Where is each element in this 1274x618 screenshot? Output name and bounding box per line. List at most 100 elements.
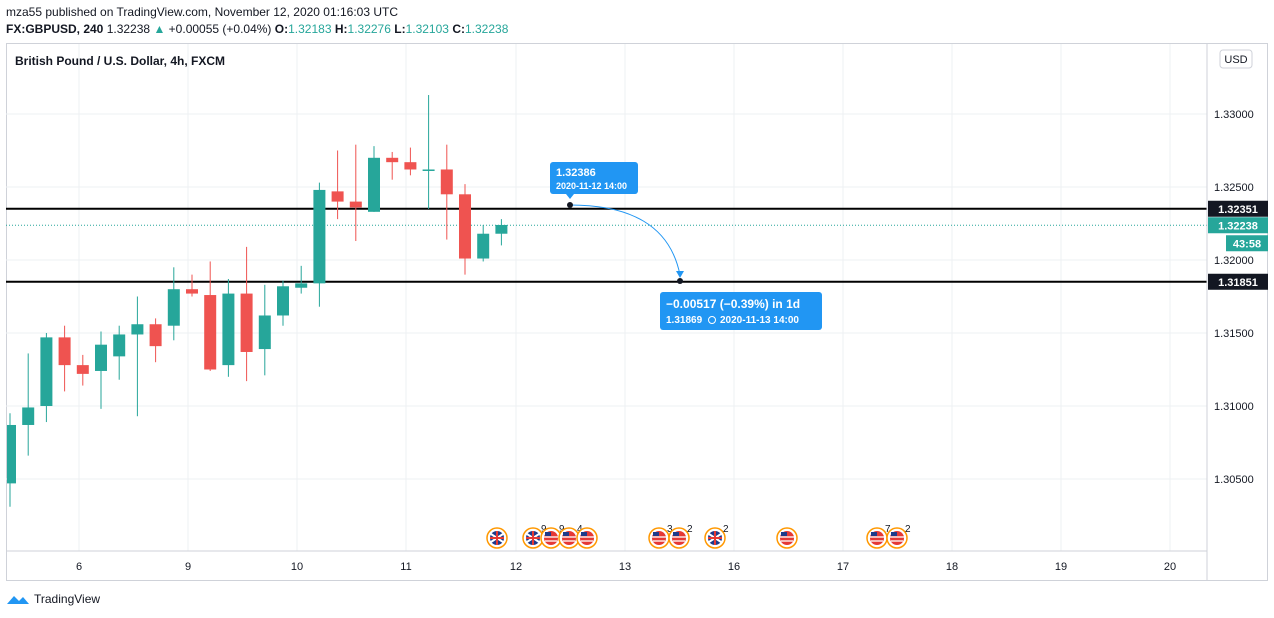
level-price-tag: [1208, 200, 1268, 217]
candle-body: [331, 191, 344, 202]
candle: [295, 265, 308, 294]
candle-body: [422, 169, 435, 171]
candle: [204, 261, 217, 371]
footer-brand-label: TradingView: [34, 592, 101, 606]
candle: [495, 219, 508, 246]
grid-lines: [6, 44, 1207, 551]
flag-canton: [545, 532, 551, 536]
last-price-tag: [1208, 217, 1268, 234]
x-tick-label: 13: [619, 561, 631, 573]
x-tick-label: 10: [291, 561, 303, 573]
event-count: 4: [577, 524, 583, 535]
event-marker: [486, 527, 508, 549]
candle-body: [404, 162, 417, 170]
up-arrow-icon: ▲: [153, 22, 166, 36]
candle: [368, 146, 380, 212]
end-change-label: −0.00517 (−0.39%) in 1d: [666, 297, 800, 311]
flag-canton: [673, 532, 679, 536]
candle-body: [440, 169, 453, 195]
horizontal-levels: [6, 207, 1207, 283]
chart-title: British Pound / U.S. Dollar, 4h, FXCM: [15, 54, 225, 68]
x-tick-label: 6: [76, 561, 82, 573]
candle: [7, 413, 16, 507]
candle: [258, 284, 271, 376]
candle: [404, 147, 417, 176]
candle-body: [131, 324, 144, 335]
candle-body: [459, 194, 471, 259]
end-time-label: 2020-11-13 14:00: [720, 315, 799, 326]
candles: [7, 95, 508, 507]
candle-body: [149, 324, 162, 347]
flag-canton: [653, 532, 659, 536]
open-label: O:: [274, 22, 289, 36]
countdown-label: 43:58: [1233, 238, 1261, 250]
event-marker: 2: [668, 524, 693, 549]
flag-canton: [563, 532, 569, 536]
event-count: 2: [687, 524, 693, 535]
candle: [422, 95, 435, 209]
symbol-label: FX:GBPUSD, 240: [6, 22, 104, 36]
event-count: 9: [559, 524, 565, 535]
event-count: 3: [667, 524, 673, 535]
candle-body: [222, 293, 235, 366]
price-change: +0.00055 (+0.04%): [168, 22, 272, 36]
x-tick-label: 12: [510, 561, 522, 573]
x-tick-label: 11: [400, 561, 411, 573]
y-tick-label: 1.33000: [1214, 109, 1254, 121]
candle: [222, 278, 235, 377]
start-time-label: 2020-11-12 14:00: [556, 181, 627, 191]
level-price-tag: [1208, 273, 1268, 290]
flag-canton: [781, 532, 787, 536]
candle: [186, 274, 198, 297]
time-axis: 6 9 10 11 12 13 16 17 18 19 20: [76, 561, 1176, 573]
currency-badge[interactable]: USD: [1219, 49, 1253, 69]
last-price: 1.32238: [106, 22, 151, 36]
candle: [459, 184, 471, 275]
candle-body: [477, 233, 490, 259]
arrow-head-icon: [676, 271, 684, 278]
event-marker: 2: [886, 524, 911, 549]
candle-body: [22, 407, 35, 425]
open-value: 1.32183: [288, 22, 332, 36]
y-tick-label: 1.31500: [1214, 328, 1254, 340]
event-count: 7: [885, 524, 891, 535]
level-price-label: 1.31851: [1218, 277, 1258, 289]
y-tick-label: 1.31000: [1214, 401, 1254, 413]
event-count: 2: [723, 524, 729, 535]
x-tick-label: 20: [1164, 561, 1176, 573]
level-price-label: 1.32351: [1218, 204, 1258, 216]
tradingview-logo-icon: [7, 596, 29, 604]
candle: [477, 224, 490, 262]
event-marker: 9: [522, 524, 547, 549]
candle: [149, 318, 162, 363]
start-callout-pointer: [566, 194, 574, 199]
candle-body: [95, 344, 107, 371]
candle: [58, 325, 71, 392]
low-label: L:: [394, 22, 406, 36]
candle-body: [113, 334, 126, 357]
economic-events: 9 9 4 3 2 2 7 2: [486, 524, 911, 549]
footer-brand[interactable]: TradingView: [6, 592, 100, 606]
flag-canton: [871, 532, 877, 536]
candle-body: [368, 157, 380, 212]
candle: [167, 267, 180, 341]
candle-body: [295, 283, 308, 288]
candle-body: [386, 157, 399, 163]
event-marker: [576, 527, 598, 549]
candle: [240, 246, 253, 382]
candle: [277, 280, 289, 326]
y-tick-label: 1.32500: [1214, 182, 1254, 194]
candle: [349, 144, 362, 242]
last-price-label: 1.32238: [1218, 220, 1258, 232]
x-tick-label: 17: [837, 561, 849, 573]
candle: [76, 354, 89, 386]
chart-frame: [6, 43, 1268, 581]
candle-body: [167, 289, 180, 326]
candle-body: [240, 293, 253, 352]
candle-body: [76, 365, 89, 374]
candle: [331, 150, 344, 220]
high-label: H:: [334, 22, 348, 36]
candle-body: [495, 224, 508, 234]
clock-icon: [708, 316, 716, 324]
